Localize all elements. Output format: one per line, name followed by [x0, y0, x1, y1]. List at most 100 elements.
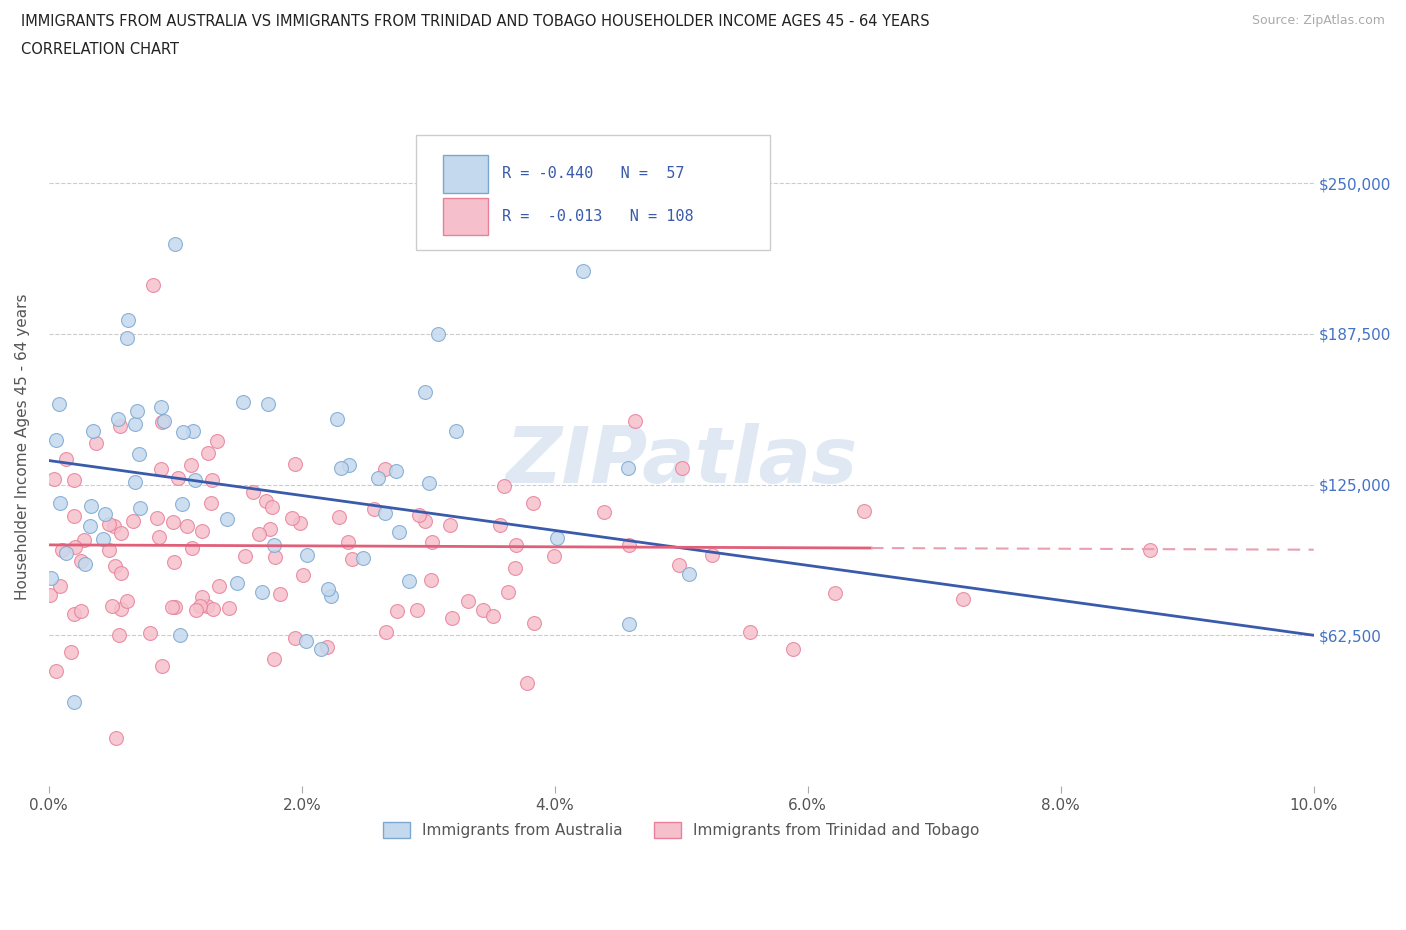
Point [263, 538, 285, 552]
Point [419, 572, 441, 587]
Point [104, 559, 127, 574]
Point [103, 519, 125, 534]
Point [51, 542, 73, 557]
Point [63, 607, 86, 622]
Point [117, 312, 139, 327]
Point [375, 624, 398, 639]
Point [385, 604, 408, 618]
Point [215, 512, 238, 526]
Text: R = -0.440   N =  57: R = -0.440 N = 57 [502, 166, 685, 181]
Point [55, 451, 77, 466]
Point [388, 525, 411, 539]
Point [288, 515, 311, 530]
Point [93, 506, 115, 521]
Point [160, 600, 183, 615]
Point [522, 495, 544, 510]
Point [295, 548, 318, 563]
Point [191, 589, 214, 604]
Point [200, 472, 222, 487]
Point [824, 586, 846, 601]
Point [80, 499, 103, 514]
Point [79, 519, 101, 534]
Point [107, 411, 129, 426]
Point [172, 497, 194, 512]
Point [233, 549, 256, 564]
Point [128, 447, 150, 462]
Point [121, 513, 143, 528]
Point [39, 587, 62, 602]
Point [427, 326, 450, 341]
Point [108, 628, 131, 643]
Point [319, 589, 342, 604]
Point [740, 625, 762, 640]
Point [181, 424, 204, 439]
Point [218, 600, 240, 615]
Point [232, 394, 254, 409]
Point [82, 424, 104, 439]
Point [250, 585, 273, 600]
Point [328, 510, 350, 525]
Point [63, 472, 86, 487]
Point [489, 517, 512, 532]
Point [150, 658, 173, 673]
Point [63, 694, 86, 709]
Point [671, 460, 693, 475]
Point [363, 501, 385, 516]
Point [208, 578, 231, 593]
Text: R =  -0.013   N = 108: R = -0.013 N = 108 [502, 209, 693, 224]
Point [150, 415, 173, 430]
Point [418, 476, 440, 491]
Text: ZIPatlas: ZIPatlas [505, 422, 858, 498]
Point [336, 535, 359, 550]
Point [413, 385, 436, 400]
Point [149, 461, 172, 476]
Point [101, 599, 124, 614]
Point [492, 478, 515, 493]
Point [139, 625, 162, 640]
Point [337, 457, 360, 472]
Point [73, 533, 96, 548]
Point [48, 578, 70, 593]
Point [472, 602, 495, 617]
Point [374, 506, 396, 521]
Point [543, 549, 565, 564]
Point [205, 433, 228, 448]
Text: IMMIGRANTS FROM AUSTRALIA VS IMMIGRANTS FROM TRINIDAD AND TOBAGO HOUSEHOLDER INC: IMMIGRANTS FROM AUSTRALIA VS IMMIGRANTS … [21, 14, 929, 29]
Point [184, 603, 207, 618]
Point [44, 472, 66, 486]
Point [172, 425, 194, 440]
Point [516, 675, 538, 690]
Point [269, 586, 291, 601]
Point [146, 511, 169, 525]
Point [617, 460, 640, 475]
Point [129, 500, 152, 515]
Point [108, 418, 131, 433]
Point [523, 616, 546, 631]
Point [181, 541, 204, 556]
Point [852, 503, 875, 518]
Text: CORRELATION CHART: CORRELATION CHART [21, 42, 179, 57]
Point [70, 553, 93, 568]
Point [110, 565, 132, 580]
Point [169, 628, 191, 643]
Point [284, 457, 307, 472]
Point [309, 642, 332, 657]
Point [617, 616, 640, 631]
Point [97, 516, 120, 531]
Point [98, 543, 121, 558]
Point [124, 417, 146, 432]
Point [257, 397, 280, 412]
Point [180, 458, 202, 472]
FancyBboxPatch shape [443, 198, 488, 235]
Point [546, 530, 568, 545]
Point [505, 538, 527, 552]
Point [55, 546, 77, 561]
Point [45, 663, 67, 678]
Point [263, 652, 285, 667]
Point [678, 566, 700, 581]
Point [48, 396, 70, 411]
Point [148, 530, 170, 545]
Point [263, 550, 285, 565]
Point [1139, 542, 1161, 557]
Point [446, 424, 468, 439]
